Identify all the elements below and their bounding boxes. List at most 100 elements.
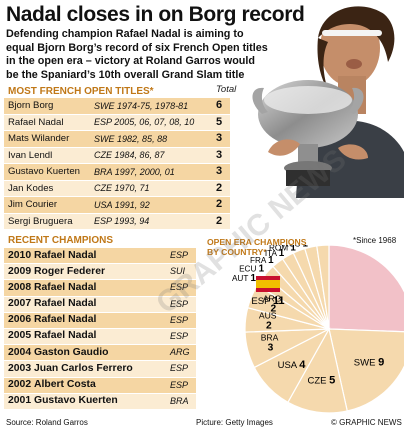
title-total: 5 <box>216 115 223 128</box>
player-name: Gustavo Kuerten <box>8 166 80 177</box>
player-years: SWE 1974-75, 1978-81 <box>94 101 188 111</box>
champion-year: 2002 <box>8 379 32 390</box>
intro-text: Defending champion Rafael Nadal is aimin… <box>6 28 268 81</box>
picture-credit: Picture: Getty Images <box>196 418 273 427</box>
champion-year: 2006 <box>8 314 32 326</box>
title-total: 3 <box>216 132 223 144</box>
copyright: © GRAPHIC NEWS <box>331 418 402 427</box>
titles-table: Bjorn Borg SWE 1974-75, 1978-81 6 Rafael Na… <box>4 97 230 229</box>
player-country: BRA <box>94 166 113 177</box>
titles-row: Bjorn Borg SWE 1974-75, 1978-81 6 <box>4 97 230 114</box>
title-years: 1982, 85, 88 <box>117 133 168 144</box>
champion-player: Rafael Nadal <box>34 249 97 261</box>
player-country: USA <box>94 199 113 210</box>
player-country: SWE <box>94 133 115 144</box>
player-name: Ivan Lendl <box>8 149 53 161</box>
champion-player: Rafael Nadal <box>34 330 97 342</box>
player-years: ESP 2005, 06, 07, 08, 10 <box>94 117 194 127</box>
champion-row: 2010 Rafael Nadal ESP <box>4 247 196 264</box>
champion-row: 2006 Rafael Nadal ESP <box>4 311 196 328</box>
player-country: ESP <box>94 216 112 226</box>
player-name: Bjorn Borg <box>8 100 54 111</box>
player-years: USA 1991, 92 <box>94 200 150 210</box>
champion-player: Gustavo Kuerten <box>34 395 118 407</box>
champion-row: 2002 Albert Costa ESP <box>4 376 196 393</box>
pie-label-fra: FRA 1 <box>250 255 274 266</box>
spain-flag-band <box>256 280 280 288</box>
titles-row: Sergi Bruguera ESP 1993, 94 2 <box>4 212 230 229</box>
title-years: 1974-75, 1978-81 <box>117 100 189 111</box>
pie-label-rus: RUS 1 <box>283 245 309 250</box>
champion-player: Rafael Nadal <box>34 298 97 310</box>
player-years: CZE 1970, 71 <box>94 183 150 193</box>
player-country: CZE <box>94 183 112 193</box>
title-total: 2 <box>216 214 223 227</box>
player-name: Jim Courier <box>8 199 58 210</box>
titles-row: Gustavo Kuerten BRA 1997, 2000, 01 3 <box>4 163 230 180</box>
champion-row: 2001 Gustavo Kuerten BRA <box>4 392 196 409</box>
player-years: ESP 1993, 94 <box>94 216 149 226</box>
player-country: SWE <box>94 100 115 111</box>
player-name: Rafael Nadal <box>8 116 64 128</box>
pie-label-cze: CZE 5 <box>308 375 336 387</box>
title-years: 1993, 94 <box>114 216 150 226</box>
titles-row: Rafael Nadal ESP 2005, 06, 07, 08, 10 5 <box>4 113 230 130</box>
total-column-label: Total <box>216 84 237 95</box>
champion-player: Albert Costa <box>34 379 96 390</box>
pie-slice-cze <box>287 327 348 414</box>
champion-year: 2007 <box>8 298 32 310</box>
champion-country: ESP <box>170 250 189 260</box>
champion-player: Juan Carlos Ferrero <box>34 362 133 374</box>
champion-year: 2004 <box>8 346 32 358</box>
champion-country: ESP <box>170 379 189 390</box>
titles-heading: MOST FRENCH OPEN TITLES* <box>8 86 154 97</box>
pie-slice-sui <box>316 245 330 330</box>
champion-country: SUI <box>170 266 186 277</box>
pie-label-aus: AUS 2 <box>259 310 279 331</box>
champion-country: BRA <box>170 395 189 406</box>
pie-label-usa: USA 4 <box>278 359 307 371</box>
title-years: 1984, 86, 87 <box>114 150 165 160</box>
player-years: SWE 1982, 85, 88 <box>94 134 167 144</box>
pie-label-esp: ESP 11 <box>251 295 284 307</box>
champion-country: ARG <box>170 347 190 358</box>
title-total: 6 <box>216 99 223 111</box>
player-name: Mats Wilander <box>8 133 70 144</box>
champion-year: 2005 <box>8 330 32 342</box>
pie-label-aut: AUT 1 <box>232 273 257 284</box>
pie-label-swe: SWE 9 <box>354 356 384 368</box>
source-credit: Source: Roland Garros <box>6 418 88 427</box>
champion-row: 2005 Rafael Nadal ESP <box>4 327 196 345</box>
champion-player: Gaston Gaudio <box>34 346 109 358</box>
title-total: 2 <box>216 198 223 210</box>
pie-label-ecu: ECU 1 <box>239 263 265 274</box>
title-total: 3 <box>216 165 223 177</box>
champion-year: 2001 <box>8 395 32 407</box>
title-years: 1970, 71 <box>114 183 150 193</box>
champion-player: Rafael Nadal <box>34 281 97 293</box>
champion-country: ESP <box>170 363 189 374</box>
pie-label-sui: SUI 1 <box>299 245 321 248</box>
headline: Nadal closes in on Borg record <box>6 3 305 26</box>
champion-player: Roger Federer <box>34 265 106 277</box>
champion-row: 2008 Rafael Nadal ESP <box>4 279 196 296</box>
nadal-trophy-photo <box>252 6 404 198</box>
recent-champions-list: 2010 Rafael Nadal ESP 2009 Roger Federer SUI 2… <box>4 247 196 409</box>
title-total: 2 <box>216 181 223 194</box>
recent-champions-heading: RECENT CHAMPIONS <box>8 235 114 246</box>
champion-year: 2008 <box>8 281 32 293</box>
title-years: 1997, 2000, 01 <box>114 166 175 177</box>
titles-row: Mats Wilander SWE 1982, 85, 88 3 <box>4 130 230 147</box>
titles-row: Ivan Lendl CZE 1984, 86, 87 3 <box>4 146 230 163</box>
pie-label-ita: ITA 1 <box>265 248 285 259</box>
champion-year: 2009 <box>8 265 32 277</box>
champion-row: 2009 Roger Federer SUI <box>4 263 196 280</box>
player-name: Jan Kodes <box>8 182 54 194</box>
champion-country: ESP <box>170 298 189 309</box>
titles-row: Jim Courier USA 1991, 92 2 <box>4 196 230 213</box>
pie-label-rom: ROM 1 <box>269 245 296 253</box>
player-years: CZE 1984, 86, 87 <box>94 150 165 160</box>
pie-label-arg: ARG 2 <box>263 293 284 314</box>
player-years: BRA 1997, 2000, 01 <box>94 167 175 177</box>
champion-year: 2003 <box>8 362 32 374</box>
